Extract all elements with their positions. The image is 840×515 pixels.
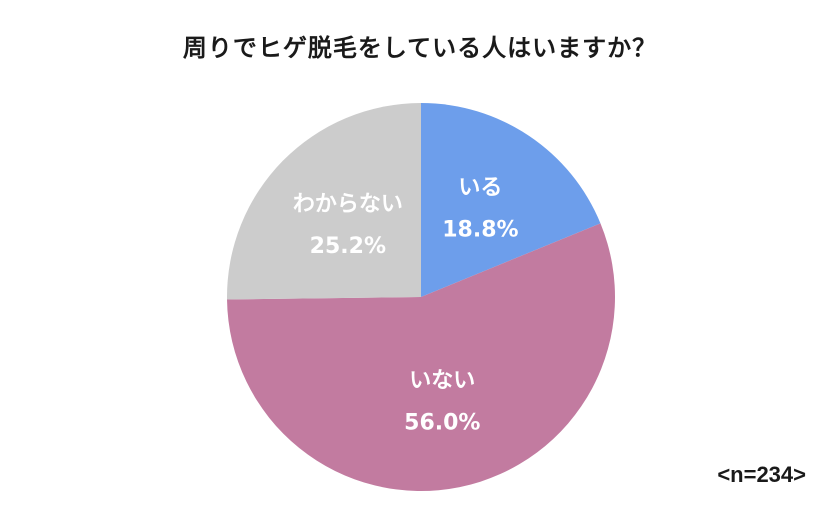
value-inai: 56.0% [404, 411, 480, 436]
sample-size-note: <n=234> [717, 462, 806, 487]
chart-title: 周りでヒゲ脱毛をしている人はいますか？ [182, 34, 658, 62]
slice-wakaranai [227, 103, 421, 300]
label-wakaranai: わからない [293, 192, 403, 217]
label-inai: いない [409, 369, 475, 394]
value-wakaranai: 25.2% [310, 234, 386, 259]
label-iru: いる [458, 175, 502, 200]
slice-inai [227, 223, 615, 492]
pie-slices [227, 103, 615, 492]
slice-iru [421, 103, 601, 297]
pie-labels: いる 18.8% いない 56.0% わからない 25.2% [293, 175, 519, 435]
value-iru: 18.8% [442, 217, 518, 242]
